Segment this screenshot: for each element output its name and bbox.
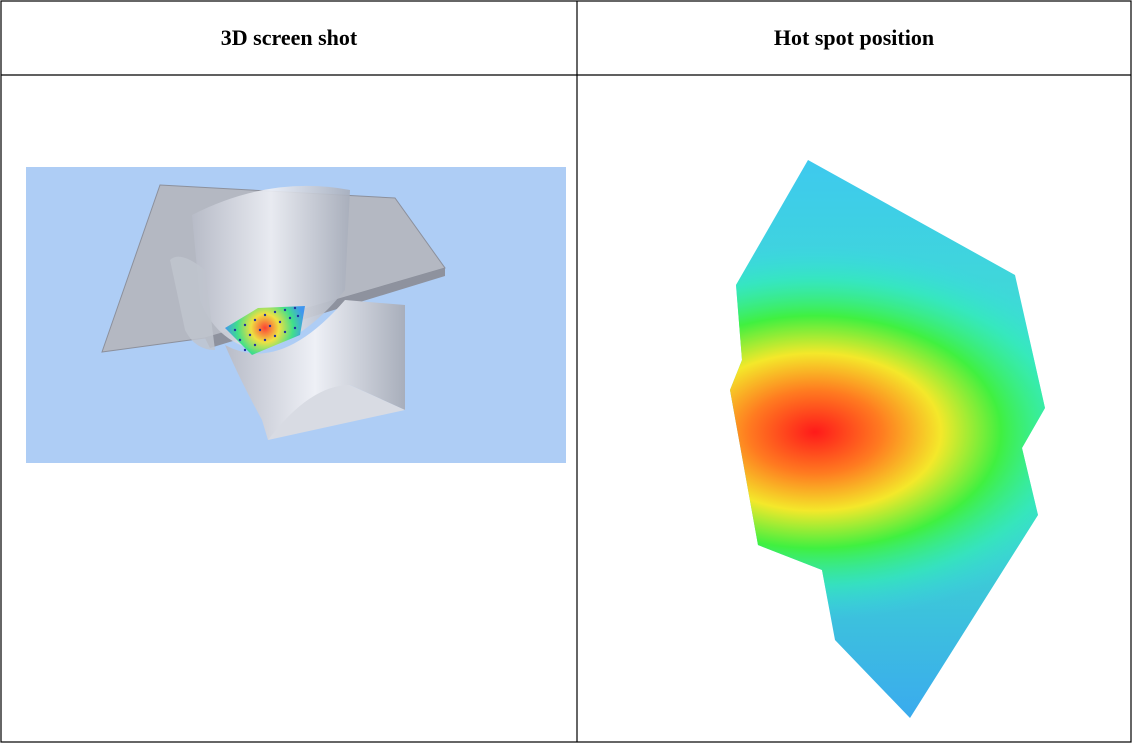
hot-spot-map [730,160,1045,718]
header-cell: 3D screen shot [221,25,358,50]
screenshot-3d [26,167,566,463]
header-cell: Hot spot position [774,25,934,50]
